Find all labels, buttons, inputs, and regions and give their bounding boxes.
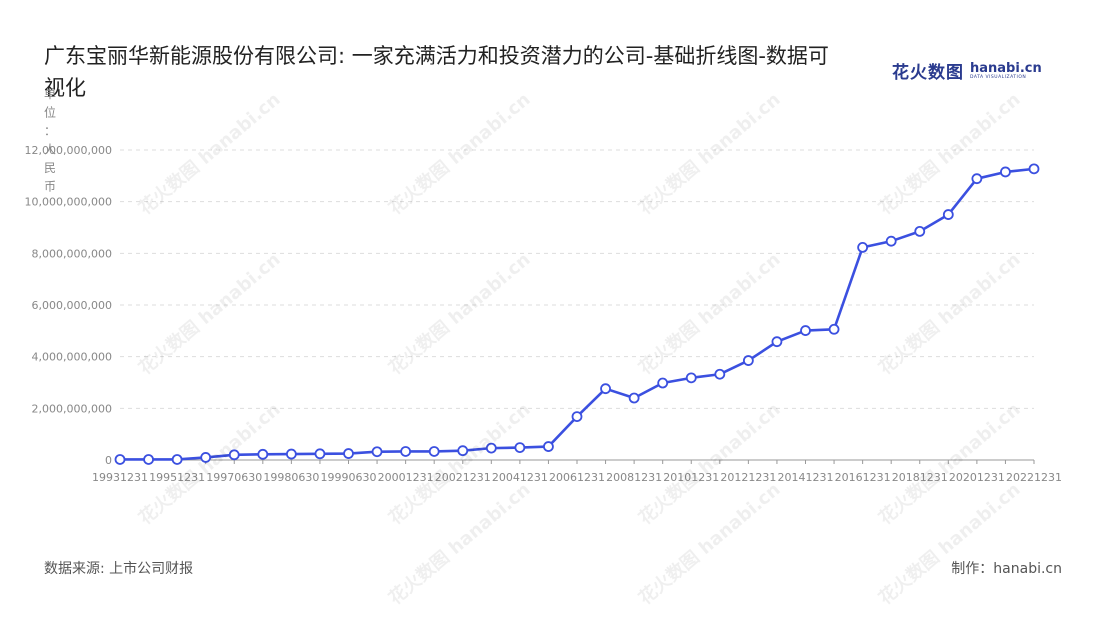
x-tick-label: 20221231 [1006,471,1062,484]
data-point[interactable] [885,235,897,247]
data-point[interactable] [742,355,754,366]
data-source: 数据来源: 上市公司财报 [44,561,194,577]
gridlines [120,149,1034,409]
y-tick-label: 2,000,000,000 [32,402,112,415]
logo-sub-text: DATA VISUALIZATION [970,74,1027,80]
data-point[interactable] [600,383,611,395]
data-point[interactable] [314,448,326,460]
data-point[interactable] [543,441,554,452]
data-point[interactable] [1000,166,1011,178]
data-point[interactable] [685,372,697,384]
data-point[interactable] [200,452,212,463]
y-tick-label: 0 [105,454,112,467]
x-tick-label: 20121231 [720,471,776,484]
y-tick-label: 4,000,000,000 [32,351,112,364]
y-axis-label-text: 单位：人民币 [44,87,56,194]
x-tick-label: 20141231 [778,471,834,484]
y-tick-label: 6,000,000,000 [32,299,112,312]
data-point[interactable] [285,448,297,460]
data-point[interactable] [857,241,869,253]
data-point[interactable] [714,368,726,380]
logo-cn-text: 花火数图 [892,63,964,83]
data-point[interactable] [400,446,412,457]
series [114,163,1040,465]
data-point[interactable] [942,209,954,220]
x-tick-label: 20201231 [949,471,1005,484]
y-axis-label: 单位：人民币 [44,87,56,194]
x-tick-label: 20161231 [835,471,891,484]
data-point[interactable] [228,449,240,461]
x-tick-label: 19990630 [321,471,377,484]
x-tick-label: 19951231 [149,471,205,484]
data-point[interactable] [171,454,183,465]
x-tick-label: 20001231 [378,471,434,484]
data-point[interactable] [143,454,154,465]
data-point[interactable] [514,442,526,454]
data-point[interactable] [914,225,926,237]
data-point[interactable] [571,411,583,423]
data-point[interactable] [657,377,669,389]
data-point[interactable] [257,448,269,460]
x-axis: 19931231 19951231 19970630 19980630 19990630… [92,459,1062,484]
data-point[interactable] [971,173,983,185]
data-point[interactable] [343,448,354,459]
brand-logo: 花火数图 hanabi.cn DATA VISUALIZATION [892,58,1042,84]
x-tick-label: 20101231 [663,471,719,484]
data-point[interactable] [1028,163,1040,175]
data-point[interactable] [371,446,383,458]
data-point[interactable] [114,454,126,465]
data-point[interactable] [457,445,469,457]
logo-en-text: hanabi.cn [970,60,1042,76]
y-axis-ticks: 0 2,000,000,000 4,000,000,000 6,000,000,000… [25,144,112,467]
x-tick-label: 20181231 [892,471,948,484]
chart-title: 广东宝丽华新能源股份有限公司: 一家充满活力和投资潜力的公司-基础折线图-数据可… [44,44,829,100]
maker-credit: 制作：hanabi.cn [951,561,1062,577]
x-tick-label: 19931231 [92,471,148,484]
data-point[interactable] [428,446,440,457]
data-point[interactable] [628,392,640,404]
y-tick-label: 8,000,000,000 [32,247,112,260]
data-point[interactable] [485,442,497,454]
x-tick-label: 19970630 [206,471,262,484]
data-point[interactable] [771,336,783,348]
x-tick-label: 20041231 [492,471,548,484]
data-point[interactable] [828,323,840,335]
x-tick-label: 20021231 [435,471,491,484]
x-tick-label: 19980630 [263,471,319,484]
y-tick-label: 10,000,000,000 [25,196,112,209]
x-tick-label: 20081231 [606,471,662,484]
y-tick-label: 12,000,000,000 [25,144,112,157]
x-tick-label: 20061231 [549,471,605,484]
data-point[interactable] [800,325,811,336]
